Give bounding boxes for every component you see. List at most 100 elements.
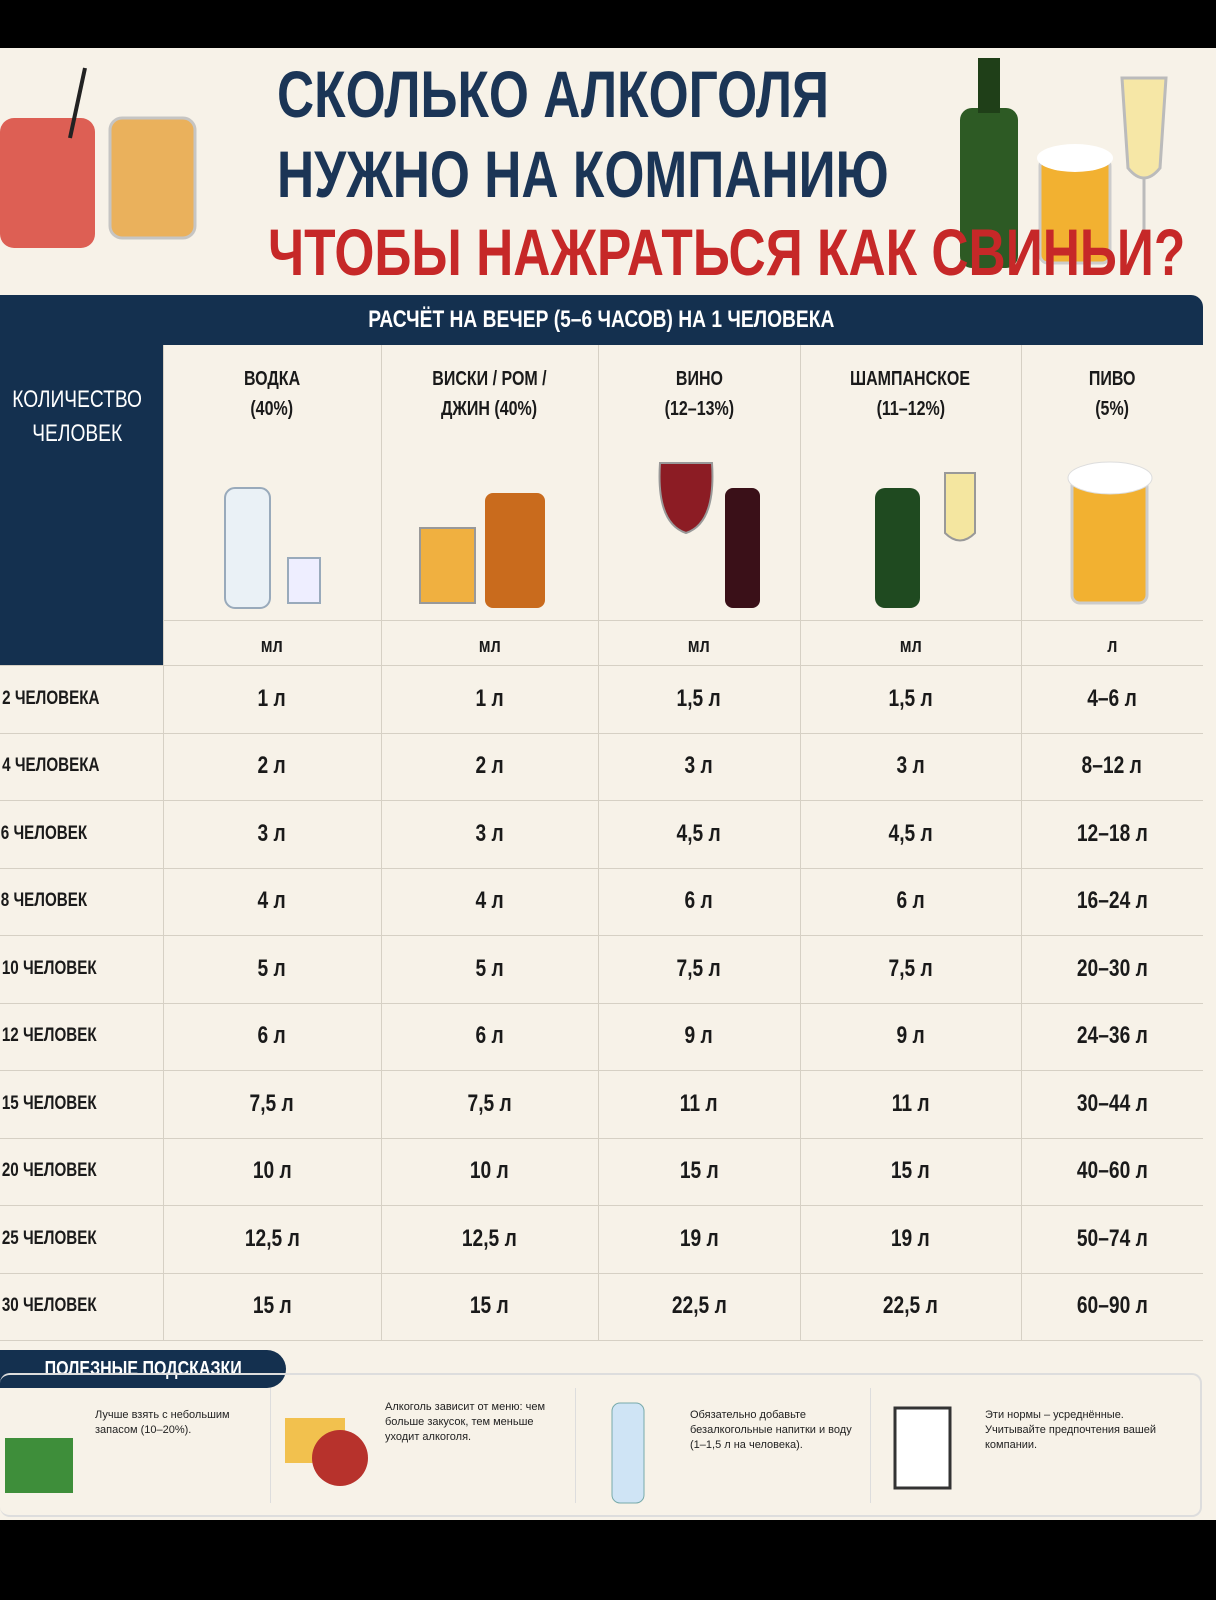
table-cell-text: 7,5 л	[676, 954, 722, 982]
row-line	[0, 1002, 1203, 1004]
row-label: 8 ЧЕЛОВЕК	[0, 868, 160, 936]
column-name-text: ШАМПАНСКОЕ	[850, 367, 971, 390]
column-unit: л	[1021, 628, 1203, 664]
table-caption: РАСЧЁТ НА ВЕЧЕР (5–6 ЧАСОВ) НА 1 ЧЕЛОВЕК…	[0, 295, 1203, 345]
column-name-text: ПИВО	[1088, 367, 1136, 390]
column-strength: (40%)	[163, 396, 381, 422]
tip-text: Эти нормы – усреднённые. Учитывайте пред…	[985, 1409, 1156, 1451]
row-line	[0, 1205, 1203, 1206]
caption-text: РАСЧЁТ НА ВЕЧЕР (5–6 ЧАСОВ) НА 1 ЧЕЛОВЕК…	[368, 306, 835, 333]
table-cell: 15 л	[163, 1273, 381, 1341]
column-name: ВОДКА	[163, 366, 381, 392]
table-cell-text: 2 л	[475, 752, 504, 780]
table-cell-text: 10 л	[252, 1157, 292, 1185]
table-cell: 3 л	[598, 733, 800, 801]
column-unit: мл	[163, 628, 381, 664]
table-cell-text: 15 л	[679, 1157, 719, 1185]
table-cell-text: 4,5 л	[888, 819, 933, 847]
cocktail-glass	[0, 118, 95, 248]
column-strength-text: (40%)	[250, 397, 294, 420]
row-label: 12 ЧЕЛОВЕК	[0, 1003, 160, 1071]
table-cell-text: 6 л	[475, 1022, 504, 1050]
table-cell: 5 л	[163, 935, 381, 1003]
table-cell: 1 л	[163, 665, 381, 733]
drink-icons	[224, 461, 1153, 609]
row-label: 4 ЧЕЛОВЕКА	[0, 733, 160, 801]
table-cell-text: 15 л	[891, 1157, 930, 1185]
table-cell-text: 10 л	[470, 1157, 509, 1185]
row-label-text: 4 ЧЕЛОВЕКА	[2, 755, 100, 777]
table-cell-text: 3 л	[896, 752, 925, 780]
corner-text: ЧЕЛОВЕК	[32, 420, 122, 447]
table-cell: 24–36 л	[1021, 1003, 1203, 1071]
table-cell-text: 22,5 л	[883, 1292, 938, 1320]
table-cell-text: 20–30 л	[1076, 954, 1148, 982]
row-label-text: 2 ЧЕЛОВЕКА	[2, 687, 100, 709]
column-strength: (11–12%)	[800, 396, 1021, 422]
header-art	[0, 58, 1168, 268]
table-cell-text: 12–18 л	[1076, 819, 1148, 847]
row-line	[0, 732, 1203, 734]
table-cell: 22,5 л	[598, 1273, 800, 1341]
table-cell-text: 9 л	[684, 1022, 714, 1050]
row-line	[0, 1137, 1203, 1139]
column-unit: мл	[800, 628, 1021, 664]
table-cell-text: 6 л	[896, 887, 925, 915]
water-bottle	[611, 1402, 645, 1504]
tip-divider	[575, 1388, 576, 1503]
table-cell-text: 4,5 л	[676, 819, 722, 847]
row-line	[0, 1340, 1203, 1341]
row-label: 25 ЧЕЛОВЕК	[0, 1205, 160, 1273]
column-divider	[800, 345, 801, 1340]
row-line	[0, 935, 1203, 936]
table-cell: 6 л	[598, 868, 800, 936]
salami	[312, 1430, 368, 1486]
table-cell-text: 1,5 л	[676, 684, 722, 712]
table-cell: 4,5 л	[598, 800, 800, 868]
table-cell-text: 15 л	[470, 1292, 509, 1320]
champagne-bottle	[875, 488, 920, 608]
table-cell: 4 л	[381, 868, 598, 936]
corner-label: КОЛИЧЕСТВО ЧЕЛОВЕК	[0, 383, 162, 451]
caption-band	[0, 295, 1203, 345]
tip-divider	[870, 1388, 871, 1503]
table-cell: 3 л	[163, 800, 381, 868]
champagne-glass	[1120, 76, 1168, 180]
tips-icons	[5, 1402, 952, 1504]
column-strength-text: (12–13%)	[664, 397, 734, 420]
table-cell: 19 л	[598, 1205, 800, 1273]
straw	[68, 67, 87, 139]
column-strength: ДЖИН (40%)	[381, 396, 598, 422]
column-unit-text: мл	[261, 634, 283, 657]
tip-text: Алкоголь зависит от меню: чем больше зак…	[385, 1401, 546, 1443]
table-cell-text: 1,5 л	[888, 684, 933, 712]
tips-band	[0, 1350, 286, 1388]
table-cell: 12,5 л	[381, 1205, 598, 1273]
table-cell-text: 2 л	[257, 752, 287, 780]
table-cell-text: 6 л	[684, 887, 714, 915]
row-label-text: 30 ЧЕЛОВЕК	[1, 1295, 97, 1317]
row-line	[0, 800, 1203, 801]
row-label: 10 ЧЕЛОВЕК	[0, 935, 160, 1003]
table-cell: 7,5 л	[163, 1070, 381, 1138]
table-cell: 20–30 л	[1021, 935, 1203, 1003]
column-divider	[1021, 345, 1022, 1340]
table-cell: 4 л	[163, 868, 381, 936]
table-cell-text: 6 л	[257, 1022, 287, 1050]
table-cell: 30–44 л	[1021, 1070, 1203, 1138]
table-cell-text: 15 л	[252, 1292, 292, 1320]
column-strength: (5%)	[1021, 396, 1203, 422]
wine-bottle	[725, 488, 760, 608]
table-cell: 19 л	[800, 1205, 1021, 1273]
column-name: ПИВО	[1021, 366, 1203, 392]
table-cell: 50–74 л	[1021, 1205, 1203, 1273]
table-cell: 7,5 л	[381, 1070, 598, 1138]
column-divider	[163, 345, 164, 1340]
table-cell-text: 50–74 л	[1076, 1224, 1148, 1252]
table-cell-text: 7,5 л	[888, 954, 933, 982]
row-line	[0, 1272, 1203, 1274]
title-line: НУЖНО НА КОМПАНИЮ	[277, 137, 889, 211]
beer-foam	[1037, 144, 1113, 172]
wine-bottle	[960, 108, 1018, 268]
table-cell: 15 л	[800, 1138, 1021, 1206]
